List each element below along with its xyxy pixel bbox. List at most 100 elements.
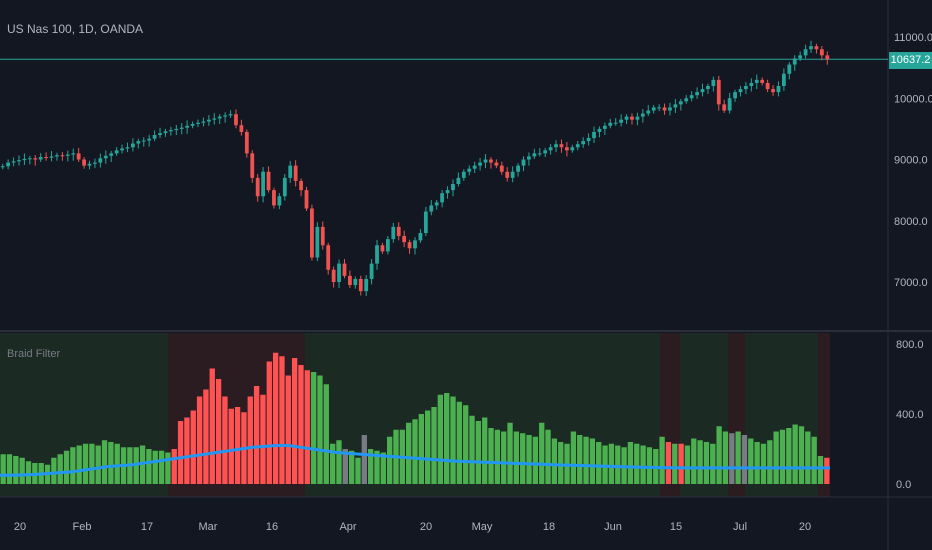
histogram-bar [469,415,475,484]
histogram-bar [735,431,741,484]
candle-body [152,135,157,139]
candle-body [418,233,423,241]
histogram-bar [545,429,551,484]
candle-body [168,130,173,132]
candle-body [320,226,325,246]
time-tick-label: 18 [543,521,555,533]
histogram-bar [272,352,279,484]
candle-body [461,171,466,178]
candle-body [109,153,114,156]
histogram-bar [431,407,437,484]
candle-body [375,245,379,264]
candle-body [174,128,179,131]
histogram-bar [317,375,323,484]
histogram-bar [786,428,792,484]
candle-body [163,131,168,134]
candle-body [206,119,211,122]
histogram-bar [114,443,120,484]
candle-body [749,82,754,86]
histogram-bar [754,442,760,484]
histogram-bar [336,440,342,484]
candle-body [613,122,618,124]
candle-body [190,123,195,126]
candle-body [342,263,347,276]
price-tick-label: 9000.0 [894,155,928,167]
histogram-bar [215,379,222,484]
candle-body [700,89,705,93]
candle-body [196,122,200,124]
candle-body [635,116,640,120]
histogram-bar [285,375,291,484]
histogram-bar [108,442,114,484]
candle-body [532,153,537,157]
histogram-bar [266,361,272,484]
candle-body [114,150,119,154]
candle-body [244,131,249,154]
price-tag-value: 10637.2 [890,54,931,66]
candle-body [673,104,678,108]
candle-body [228,114,233,116]
histogram-bar [659,436,665,484]
candle-body [814,46,819,50]
histogram-bar [596,442,602,484]
histogram-bar [805,431,811,484]
histogram-bar [672,443,678,484]
histogram-bar [158,450,165,484]
candle-body [765,82,770,90]
histogram-bar [0,454,6,484]
histogram-bar [824,457,830,484]
candle-body [49,156,54,158]
candle-body [467,168,472,172]
histogram-bar [501,431,507,484]
candle-body [630,116,634,120]
candle-body [678,101,683,105]
histogram-bar [532,436,539,484]
candle-body [760,79,765,83]
candle-body [402,236,407,243]
candle-body [521,159,526,166]
candle-body [543,150,548,154]
histogram-bar [779,429,786,484]
histogram-bar [196,396,203,484]
candle-body [608,122,613,126]
candle-body [434,202,439,206]
histogram-bar [488,428,494,484]
candle-body [711,79,716,86]
candle-body [22,158,27,161]
candle-body [201,121,206,123]
price-tick-label: 8000.0 [894,216,928,228]
candle-body [27,158,32,160]
histogram-bar [209,368,215,484]
histogram-bar [146,449,152,484]
histogram-bar [279,356,285,484]
candle-body [781,73,786,86]
histogram-bar [291,358,298,484]
histogram-bar [76,445,82,484]
time-tick-label: 17 [141,521,153,533]
candle-body [548,147,553,151]
hist-tick-label: 800.0 [896,339,924,351]
candle-body [310,208,314,258]
candle-body [744,86,748,90]
candle-body [282,177,287,197]
histogram-bar [70,447,76,484]
candle-body [668,107,672,111]
candle-body [733,92,737,99]
histogram-bar [25,461,32,484]
candle-body [131,143,135,148]
candle-body [706,86,710,90]
candle-body [0,166,5,168]
histogram-bar [234,407,241,484]
histogram-bar [386,436,393,484]
candle-body [592,131,596,139]
candle-body [619,119,624,123]
histogram-bar [558,442,564,484]
time-tick-label: 20 [799,521,811,533]
price-tick-label: 11000.0 [894,32,932,44]
histogram-bar [811,436,817,484]
price-tick-label: 7000.0 [894,277,928,289]
candle-body [98,158,103,163]
histogram-bar [526,435,532,484]
histogram-bar [482,417,488,484]
